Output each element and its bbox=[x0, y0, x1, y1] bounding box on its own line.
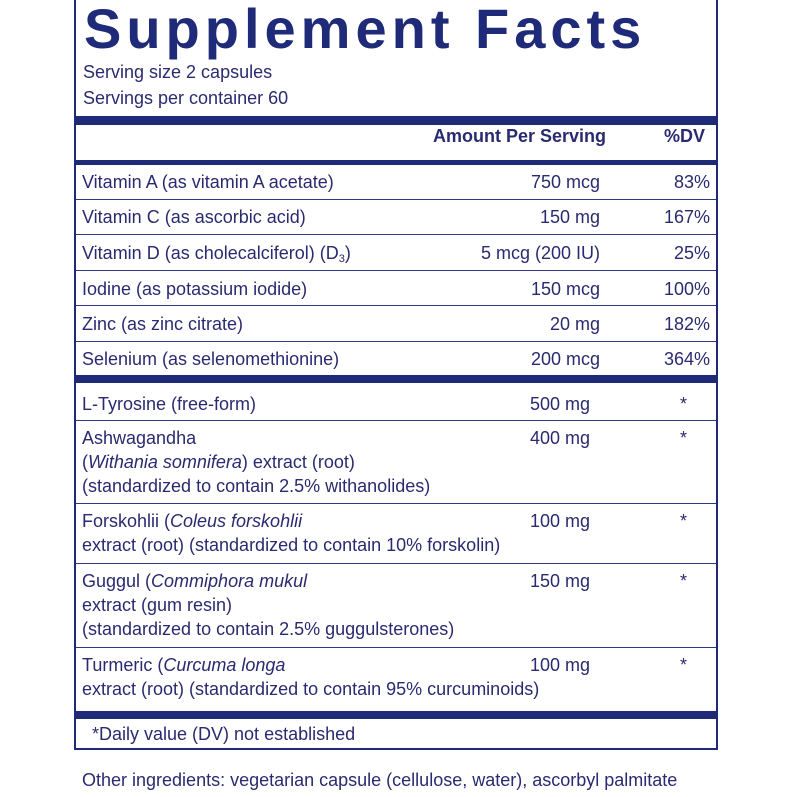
ingredient-amount: 500 mg bbox=[530, 394, 591, 414]
other-ingredients: Other ingredients: vegetarian capsule (c… bbox=[82, 770, 678, 790]
dv-not-established-mark: * bbox=[680, 511, 688, 531]
nutrient-name: Vitamin D (as cholecalciferol) (D3) bbox=[82, 243, 351, 265]
serving-size: Serving size 2 capsules bbox=[83, 62, 273, 82]
dv-not-established-mark: * bbox=[680, 655, 688, 675]
row-divider bbox=[76, 420, 716, 421]
row-divider bbox=[76, 647, 716, 648]
dv-header: %DV bbox=[664, 126, 706, 146]
ingredient-name: Ashwagandha bbox=[82, 428, 197, 448]
thick-divider bbox=[76, 711, 716, 719]
dv-not-established-mark: * bbox=[680, 571, 688, 591]
ingredient-name: Guggul (Commiphora mukul bbox=[82, 571, 308, 591]
ingredient-source: (Withania somnifera) extract (root) bbox=[82, 452, 355, 472]
row-divider bbox=[76, 305, 716, 306]
servings-per-container: Servings per container 60 bbox=[83, 88, 289, 108]
dv-not-established-mark: * bbox=[680, 394, 688, 414]
supplement-facts-panel bbox=[74, 0, 718, 750]
ingredient-name: L-Tyrosine (free-form) bbox=[82, 394, 257, 414]
row-divider bbox=[76, 503, 716, 504]
nutrient-amount: 150 mcg bbox=[530, 279, 600, 299]
nutrient-name: Vitamin C (as ascorbic acid) bbox=[82, 207, 306, 227]
ingredient-name: Forskohlii (Coleus forskohlii bbox=[82, 511, 303, 531]
nutrient-dv: 100% bbox=[663, 279, 710, 299]
nutrient-dv: 364% bbox=[663, 349, 710, 369]
nutrient-name: Iodine (as potassium iodide) bbox=[82, 279, 308, 299]
nutrient-amount: 200 mcg bbox=[530, 349, 600, 369]
nutrient-name: Zinc (as zinc citrate) bbox=[82, 314, 244, 334]
row-divider bbox=[76, 341, 716, 342]
row-divider bbox=[76, 270, 716, 271]
panel-title: Supplement Facts bbox=[84, 0, 647, 60]
ingredient-standardization: extract (root) (standardized to contain … bbox=[82, 679, 540, 699]
dv-not-established-mark: * bbox=[680, 428, 688, 448]
amount-header: Amount Per Serving bbox=[433, 126, 607, 146]
nutrient-amount: 20 mg bbox=[549, 314, 600, 334]
ingredient-standardization: (standardized to contain 2.5% guggulster… bbox=[82, 619, 455, 639]
nutrient-amount: 750 mcg bbox=[530, 172, 600, 192]
header-divider bbox=[76, 160, 716, 165]
ingredient-amount: 150 mg bbox=[530, 571, 591, 591]
nutrient-amount: 150 mg bbox=[539, 207, 600, 227]
thick-divider bbox=[76, 375, 716, 383]
ingredient-source: extract (gum resin) bbox=[82, 595, 233, 615]
nutrient-dv: 182% bbox=[663, 314, 710, 334]
row-divider bbox=[76, 199, 716, 200]
dv-footnote: *Daily value (DV) not established bbox=[92, 724, 356, 744]
nutrient-dv: 25% bbox=[673, 243, 710, 263]
nutrient-name: Selenium (as selenomethionine) bbox=[82, 349, 340, 369]
nutrient-amount: 5 mcg (200 IU) bbox=[480, 243, 600, 263]
ingredient-standardization: (standardized to contain 2.5% withanolid… bbox=[82, 476, 431, 496]
ingredient-amount: 100 mg bbox=[530, 511, 591, 531]
ingredient-name: Turmeric (Curcuma longa bbox=[82, 655, 286, 675]
nutrient-dv: 167% bbox=[663, 207, 710, 227]
ingredient-amount: 100 mg bbox=[530, 655, 591, 675]
row-divider bbox=[76, 234, 716, 235]
ingredient-standardization: extract (root) (standardized to contain … bbox=[82, 535, 501, 555]
ingredient-amount: 400 mg bbox=[530, 428, 591, 448]
nutrient-dv: 83% bbox=[673, 172, 710, 192]
thick-divider bbox=[76, 116, 716, 125]
nutrient-name: Vitamin A (as vitamin A acetate) bbox=[82, 172, 334, 192]
row-divider bbox=[76, 563, 716, 564]
